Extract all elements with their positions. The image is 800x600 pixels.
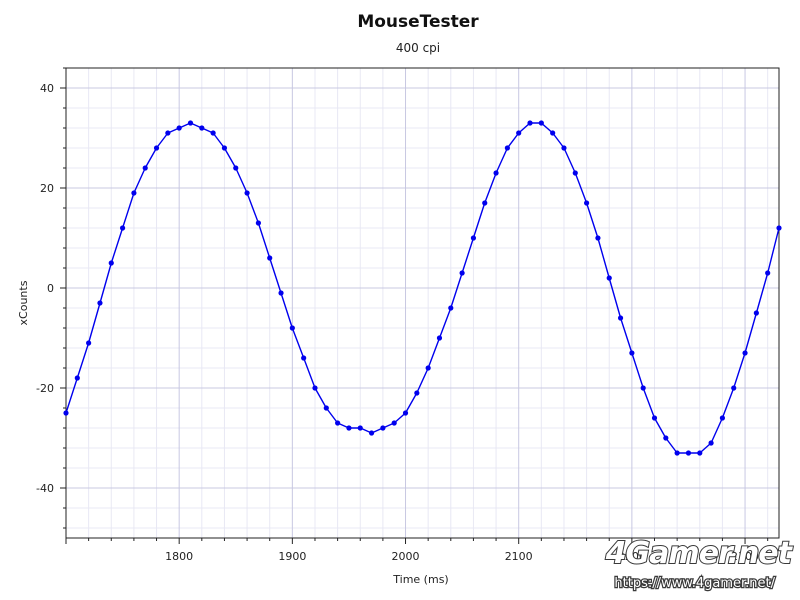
- data-point: [244, 190, 250, 196]
- watermark-url: https://www.4gamer.net/: [614, 576, 775, 591]
- data-point: [414, 390, 420, 396]
- data-point: [176, 125, 182, 131]
- data-point: [674, 450, 680, 456]
- watermark-logo-text: 4Gamer.net: [605, 536, 794, 571]
- data-point: [278, 290, 284, 296]
- y-tick-label: -20: [36, 382, 54, 395]
- watermark-logo: 4Gamer.net https://www.4gamer.net/: [604, 535, 796, 592]
- y-axis-label: xCounts: [17, 280, 30, 325]
- data-point: [776, 225, 782, 231]
- data-point: [63, 410, 69, 416]
- data-point: [142, 165, 148, 171]
- x-axis-label: Time (ms): [392, 573, 448, 586]
- data-point: [595, 235, 601, 241]
- data-point: [561, 145, 567, 151]
- data-point: [74, 375, 80, 381]
- data-point: [165, 130, 171, 136]
- plot-frame: [65, 67, 780, 539]
- data-point: [301, 355, 307, 361]
- data-point: [267, 255, 273, 261]
- x-tick-label: 1900: [278, 550, 306, 563]
- data-point: [346, 425, 352, 431]
- data-point: [108, 260, 114, 266]
- data-point: [221, 145, 228, 151]
- data-point: [448, 305, 454, 311]
- data-point: [380, 425, 386, 431]
- series-layer: [63, 120, 782, 456]
- data-point: [402, 410, 409, 416]
- data-point: [651, 415, 658, 421]
- data-point: [210, 130, 216, 136]
- data-point: [742, 350, 748, 356]
- data-point: [482, 200, 488, 206]
- data-point: [550, 130, 556, 136]
- data-point: [617, 315, 624, 321]
- grid-layer: [66, 67, 779, 538]
- data-point: [368, 430, 375, 436]
- data-point: [312, 385, 318, 391]
- data-point: [516, 130, 522, 136]
- data-point: [765, 270, 771, 276]
- data-point: [335, 420, 341, 426]
- x-tick-label: 1800: [165, 550, 193, 563]
- data-point: [584, 200, 590, 206]
- data-point: [153, 145, 160, 151]
- data-point: [470, 235, 477, 241]
- y-tick-label: -40: [36, 482, 54, 495]
- data-point: [255, 220, 261, 226]
- series-line: [65, 122, 780, 454]
- data-point: [391, 420, 397, 426]
- data-point: [199, 125, 205, 131]
- data-point: [731, 385, 737, 391]
- data-point: [572, 170, 578, 176]
- y-tick-label: 40: [40, 82, 54, 95]
- chart-title: MouseTester: [357, 12, 479, 32]
- data-point: [640, 385, 646, 391]
- x-tick-label: 2300: [731, 550, 759, 563]
- data-point: [493, 170, 499, 176]
- x-tick-label: 2200: [618, 550, 646, 563]
- data-point: [323, 405, 329, 411]
- data-point: [629, 350, 635, 356]
- y-tick-label: 0: [47, 282, 54, 295]
- x-tick-label: 2000: [392, 550, 420, 563]
- data-point: [663, 435, 669, 441]
- data-point: [289, 325, 295, 331]
- data-point: [459, 270, 465, 276]
- data-point: [538, 120, 544, 126]
- axes-layer: 1800 1900 2000 2100 2200 2300 40 20 0 -20 -40: [36, 67, 780, 563]
- data-point: [504, 145, 510, 151]
- data-point: [527, 120, 533, 126]
- data-point: [357, 425, 363, 431]
- x-tick-label: 2100: [505, 550, 533, 563]
- data-point: [719, 415, 726, 421]
- data-point: [685, 450, 692, 456]
- data-point: [436, 335, 443, 341]
- data-point: [97, 300, 103, 306]
- data-point: [131, 190, 137, 196]
- y-tick-label: 20: [40, 182, 54, 195]
- data-point: [119, 225, 126, 231]
- chart-subtitle: 400 cpi: [396, 41, 440, 55]
- data-point: [86, 340, 92, 346]
- data-point: [187, 120, 194, 126]
- data-point: [233, 165, 239, 171]
- data-point: [697, 450, 703, 456]
- data-point: [606, 275, 612, 281]
- data-point: [425, 365, 431, 371]
- data-point: [708, 440, 714, 446]
- data-point: [753, 310, 759, 316]
